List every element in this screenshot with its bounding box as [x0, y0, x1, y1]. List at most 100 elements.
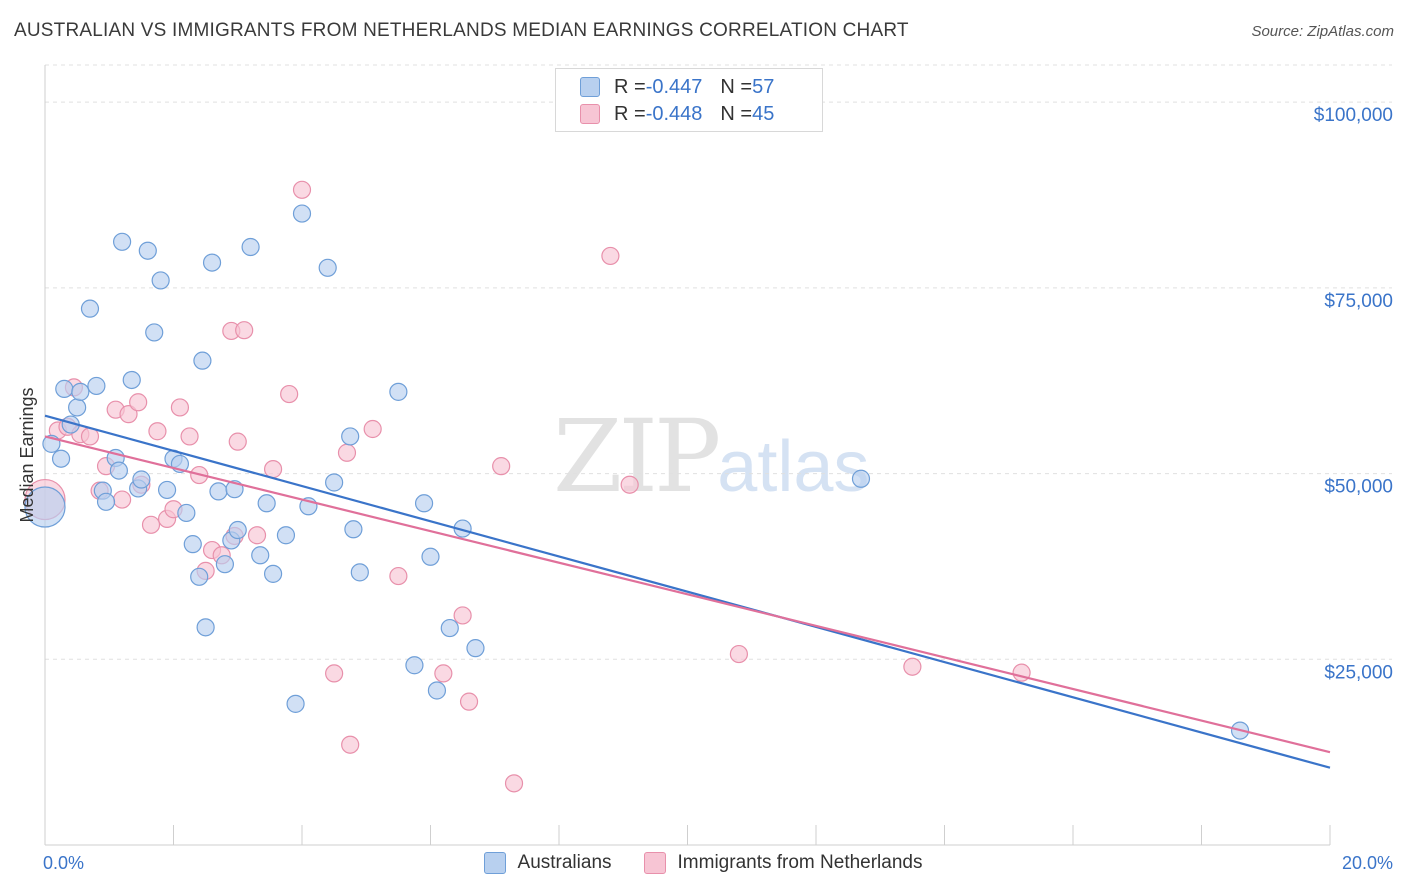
netherlands-point [903, 657, 922, 676]
legend-n-value: 45 [752, 102, 775, 125]
y-axis-title: Median Earnings [17, 387, 37, 522]
australians-point [96, 492, 116, 511]
australians-point [193, 351, 212, 370]
netherlands-point [341, 735, 360, 754]
australians-point [414, 494, 434, 513]
australians-point [325, 473, 344, 492]
australians-point [276, 526, 296, 545]
netherlands-point [389, 566, 408, 586]
netherlands-point [337, 443, 357, 462]
australians-point [138, 241, 157, 260]
australians-point [122, 370, 141, 390]
legend-r-label: R = [614, 75, 646, 98]
australians-point [344, 520, 363, 539]
netherlands-point [141, 515, 161, 534]
australians-point [228, 520, 247, 540]
y-tick-label: $25,000 [1324, 662, 1393, 683]
legend-n-value: 57 [752, 75, 775, 98]
legend-swatch-blue [580, 77, 600, 97]
australians-point [177, 503, 196, 523]
grid [45, 64, 1392, 660]
legend-r-value: -0.448 [645, 102, 703, 125]
australians-point [190, 567, 209, 586]
y-tick-label: $75,000 [1324, 291, 1393, 312]
netherlands-point [434, 664, 453, 683]
netherlands-trend-line [44, 435, 1331, 754]
netherlands-point [504, 774, 524, 793]
legend-n-label: N = [720, 102, 753, 125]
australians-point [421, 547, 440, 566]
australians-point [71, 382, 90, 401]
australians-point [251, 546, 270, 565]
netherlands-point [729, 644, 749, 664]
trend-lines [44, 414, 1331, 769]
australians-point [68, 398, 87, 417]
legend-swatch-pink [643, 852, 666, 874]
australians-point [851, 469, 871, 488]
legend-row-australians: R = -0.447 N = 57 [580, 74, 774, 100]
australians-point [341, 427, 360, 446]
australians-point [51, 449, 71, 468]
legend-item-netherlands[interactable]: Immigrants from Netherlands [643, 852, 923, 874]
series-netherlands-points [24, 180, 1031, 793]
australians-point [286, 694, 305, 713]
australians-point [157, 480, 177, 500]
netherlands-point [170, 398, 190, 417]
netherlands-point [292, 180, 312, 199]
australians-point [241, 237, 260, 257]
y-tick-label: $100,000 [1314, 105, 1393, 126]
australians-point [80, 299, 100, 318]
australians-point [112, 232, 132, 251]
x-tick-label: 20.0% [1342, 853, 1393, 873]
legend-r-value: -0.447 [645, 75, 703, 98]
australians-point [202, 253, 222, 272]
netherlands-point [620, 475, 639, 494]
australians-point [440, 618, 459, 638]
australians-point [427, 681, 447, 700]
legend-label: Australians [517, 852, 612, 873]
netherlands-point [601, 246, 620, 266]
australians-point [405, 656, 424, 675]
watermark-atlas: atlas [717, 427, 870, 507]
series-legend: Australians Immigrants from Netherlands [0, 852, 1406, 874]
netherlands-point [459, 692, 479, 711]
australians-point [87, 376, 106, 396]
axes [44, 65, 1331, 846]
netherlands-point [129, 393, 148, 412]
australians-point [292, 204, 312, 223]
australians-point [55, 379, 74, 398]
netherlands-point [148, 422, 167, 441]
australians-point [109, 461, 128, 480]
legend-swatch-pink [580, 104, 600, 124]
australians-trend-line [44, 414, 1331, 769]
netherlands-point [228, 432, 247, 451]
chart-title: AUSTRALIAN VS IMMIGRANTS FROM NETHERLAND… [14, 20, 909, 41]
legend-row-netherlands: R = -0.448 N = 45 [580, 101, 774, 127]
netherlands-point [180, 427, 199, 446]
watermark: ZIPatlas [553, 398, 869, 515]
y-tick-label: $50,000 [1324, 477, 1393, 498]
australians-point [257, 494, 276, 513]
australians-point [151, 271, 170, 290]
legend-r-label: R = [614, 102, 646, 125]
legend-swatch-blue [483, 852, 506, 874]
australians-point [209, 482, 228, 501]
netherlands-point [453, 606, 472, 625]
australians-point [318, 258, 337, 277]
watermark-zip: ZIP [553, 398, 721, 515]
netherlands-point [263, 460, 283, 479]
netherlands-point [235, 321, 254, 340]
australians-point [389, 382, 408, 401]
australians-point [145, 323, 164, 342]
australians-point [183, 535, 202, 554]
australians-point [24, 486, 66, 528]
tick-labels: $25,000 $50,000 $75,000 $100,000 0.0% 20.0% Me… [17, 105, 1393, 873]
australians-point [132, 470, 151, 489]
legend-n-label: N = [720, 75, 753, 98]
netherlands-point [112, 490, 132, 509]
legend-label: Immigrants from Netherlands [677, 852, 923, 873]
correlation-legend: R = -0.447 N = 57 R = -0.448 N = 45 [555, 68, 823, 132]
netherlands-point [247, 526, 267, 545]
legend-item-australians[interactable]: Australians [483, 852, 612, 874]
australians-point [466, 639, 485, 658]
